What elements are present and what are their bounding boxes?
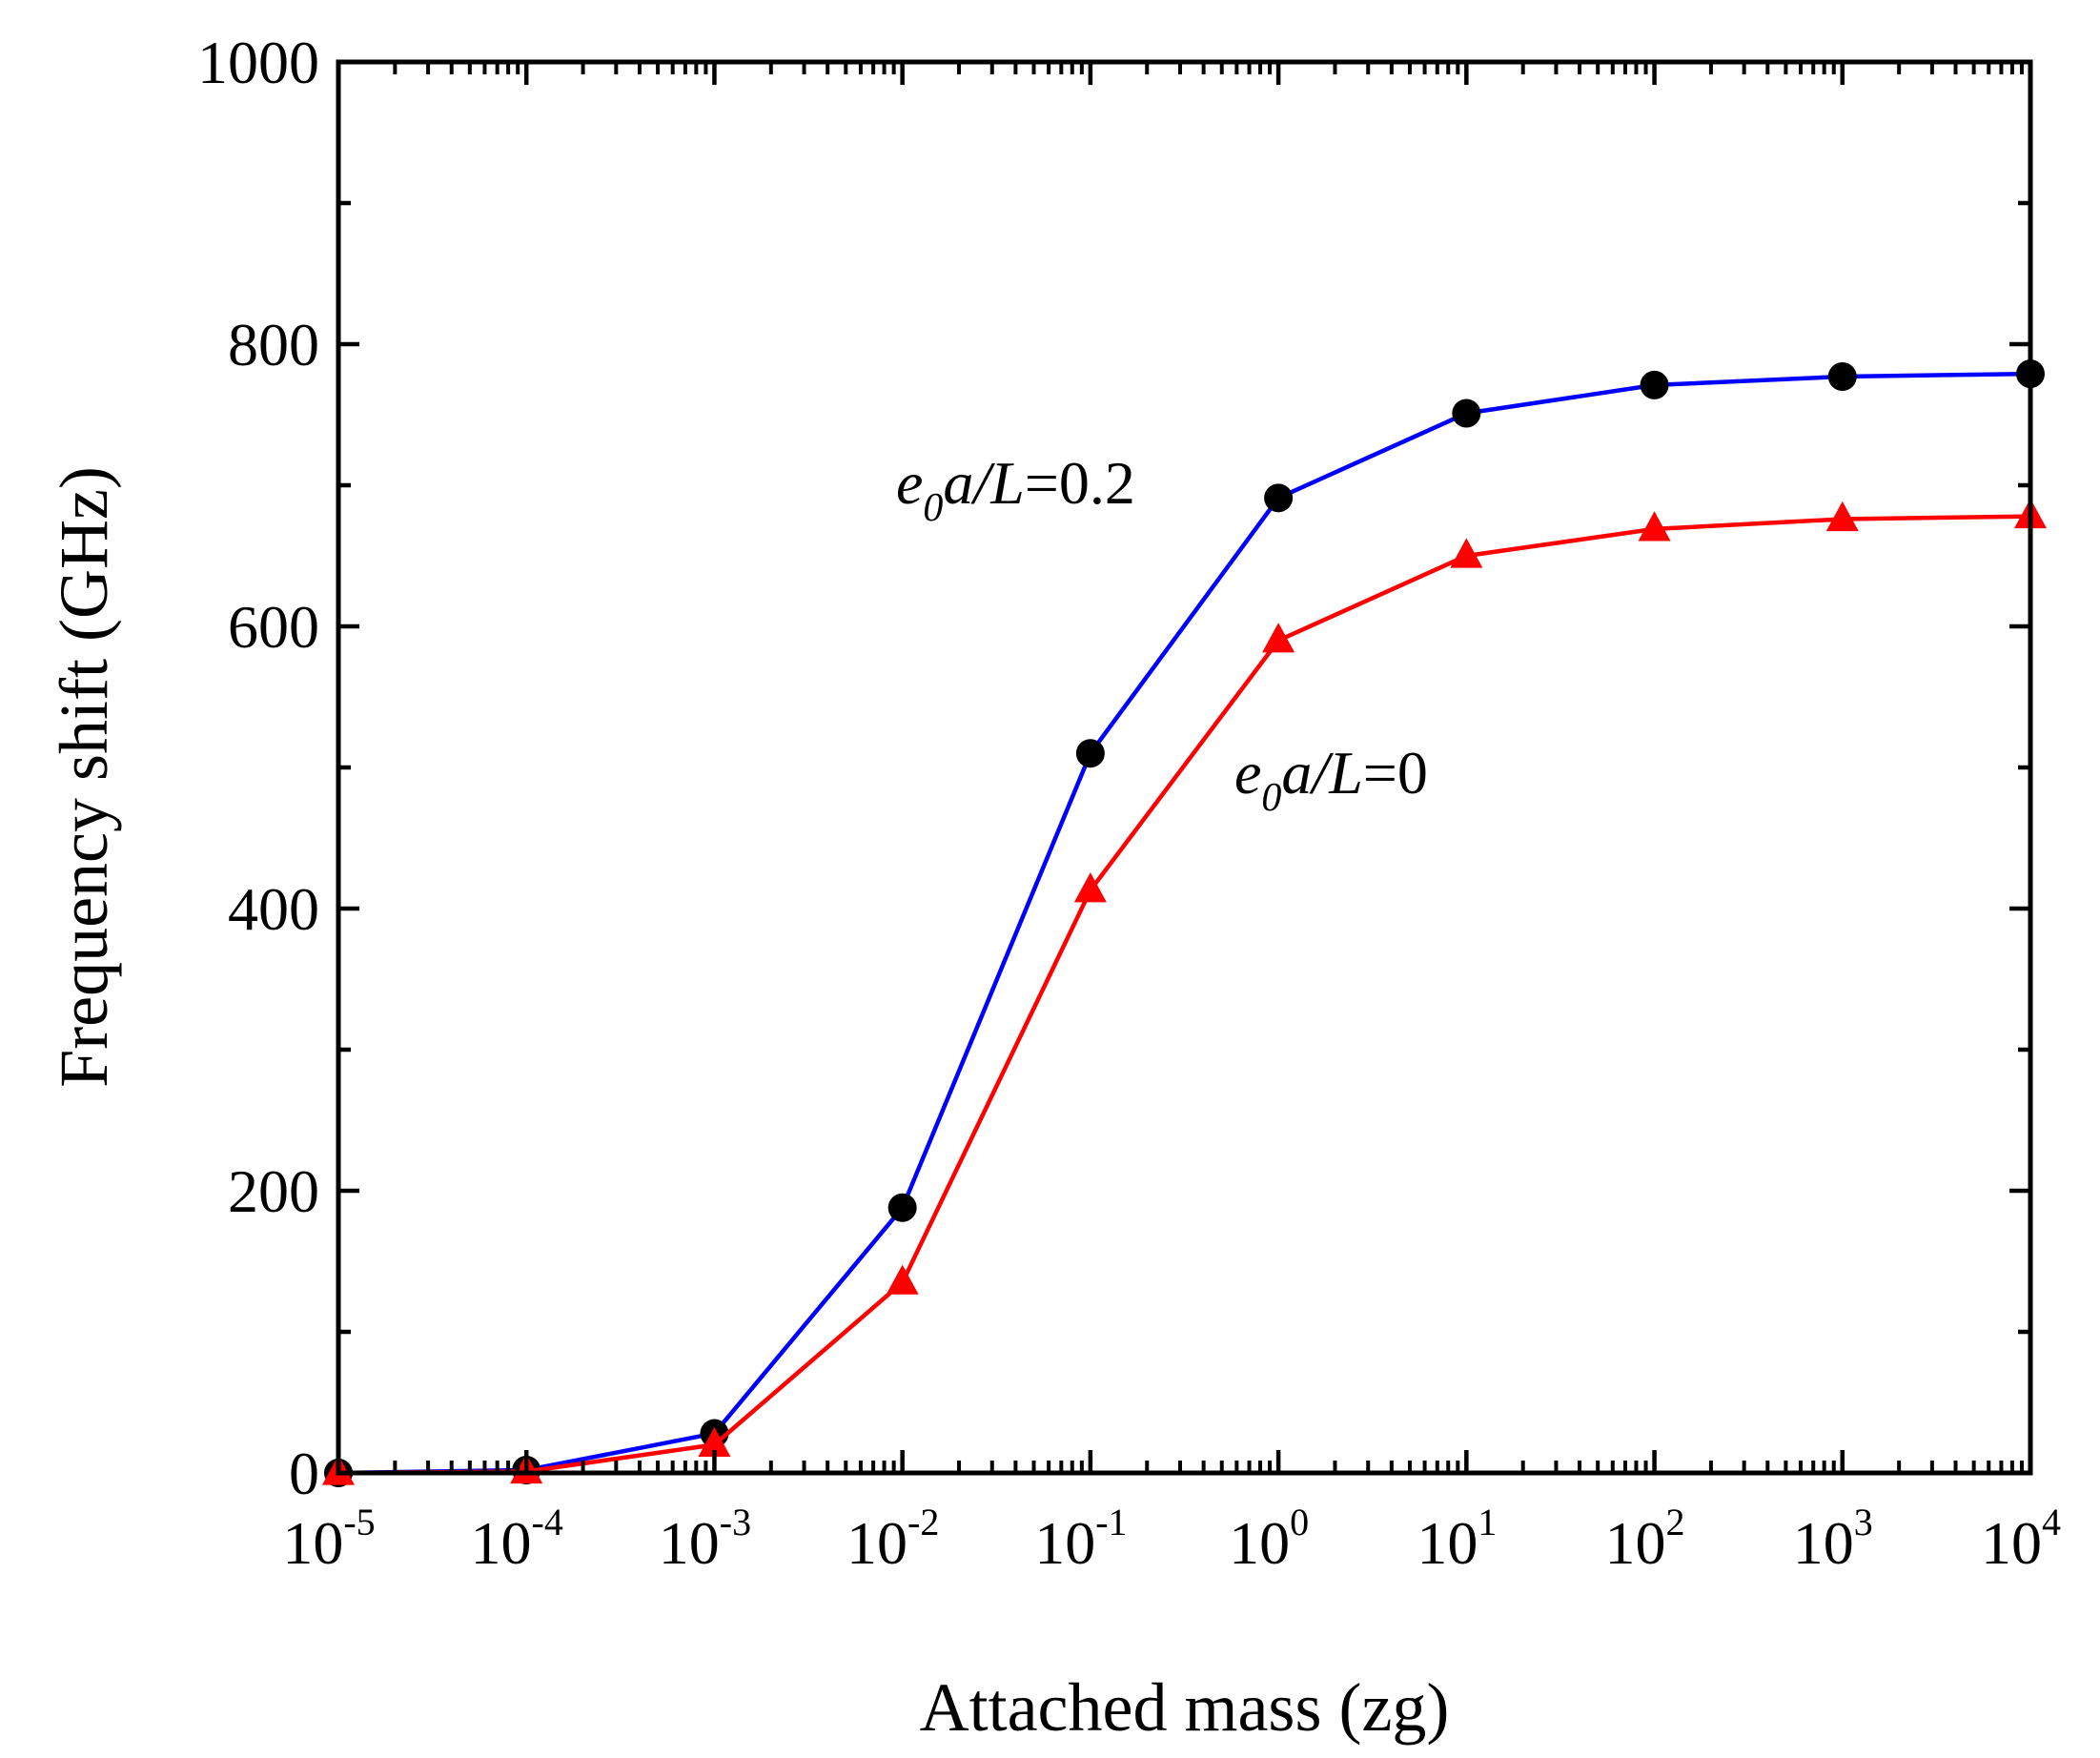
y-tick-label: 600 — [228, 593, 319, 661]
series-e0a-l-0-2-line — [337, 371, 2031, 1476]
annotation-e0a-l-0: e0a/L=0 — [1234, 739, 1428, 820]
labels-layer: 0 200 400 600 800 1000 10-5 10-4 10-3 10-2 10-1 100… — [46, 29, 2061, 1746]
series-e0a-l-0-2-point — [1452, 399, 1481, 428]
series-e0a-l-0-point — [698, 1426, 731, 1457]
axes-layer — [336, 59, 2033, 1476]
series-e0a-l-0-2-point — [1264, 483, 1294, 513]
series-e0a-l-0-point — [1825, 501, 1859, 532]
series-layer — [322, 359, 2047, 1487]
x-tick-label: 102 — [1605, 1501, 1685, 1577]
series-e0a-l-0-point — [1073, 872, 1107, 903]
series-e0a-l-0-point — [1638, 511, 1671, 542]
y-tick-label: 0 — [289, 1440, 319, 1507]
series-e0a-l-0-2-point — [887, 1193, 917, 1222]
x-tick-label: 104 — [1981, 1501, 2061, 1577]
y-tick-label: 400 — [228, 875, 319, 943]
x-tick-label: 10-1 — [1034, 1501, 1127, 1577]
series-e0a-l-0-point — [1450, 538, 1483, 568]
x-tick-label: 100 — [1229, 1501, 1309, 1577]
y-tick-label: 200 — [228, 1157, 319, 1225]
x-tick-label: 101 — [1417, 1501, 1497, 1577]
y-tick-label: 1000 — [197, 29, 319, 96]
annotation-e0a-l-0-2: e0a/L=0.2 — [896, 449, 1135, 530]
x-tick-label: 10-5 — [282, 1501, 375, 1577]
x-axis-label: Attached mass (zg) — [920, 1669, 1450, 1746]
x-tick-label: 10-2 — [846, 1501, 939, 1577]
series-e0a-l-0-line — [337, 514, 2031, 1476]
y-tick-label: 800 — [228, 311, 319, 378]
series-e0a-l-0-2-point — [1827, 362, 1857, 392]
series-e0a-l-0-point — [1262, 623, 1295, 653]
series-e0a-l-0-point — [886, 1264, 919, 1295]
x-tick-label: 10-4 — [471, 1501, 563, 1577]
x-tick-label: 103 — [1793, 1501, 1873, 1577]
series-e0a-l-0-2-point — [1075, 739, 1105, 768]
y-axis-label: Frequency shift (GHz) — [46, 466, 122, 1088]
x-tick-label: 10-3 — [659, 1501, 751, 1577]
series-e0a-l-0-2-point — [1640, 370, 1669, 399]
